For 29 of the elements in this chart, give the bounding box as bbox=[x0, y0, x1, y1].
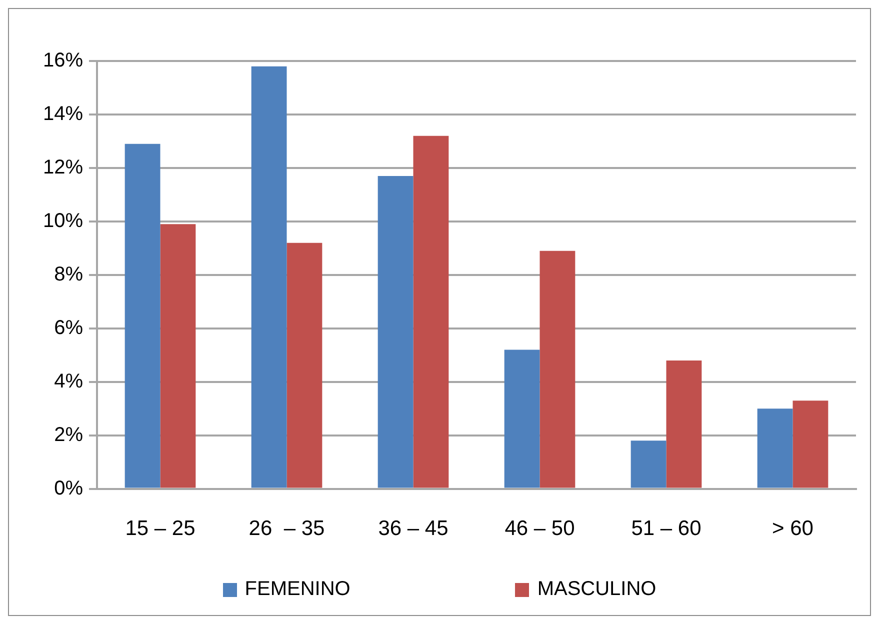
y-tick-label: 2% bbox=[54, 424, 84, 446]
y-tick-label: 10% bbox=[42, 210, 84, 232]
y-tick-label: 6% bbox=[54, 316, 84, 339]
x-tick-label: 26 – 35 bbox=[248, 517, 325, 540]
y-tick-label: 0% bbox=[54, 477, 84, 500]
bar bbox=[251, 66, 287, 488]
x-tick-label: 51 – 60 bbox=[631, 517, 702, 540]
bar bbox=[378, 176, 414, 488]
x-tick-label: 46 – 50 bbox=[504, 517, 575, 540]
legend-label: FEMENINO bbox=[244, 578, 350, 601]
x-tick-label: 15 – 25 bbox=[125, 517, 196, 540]
bar bbox=[504, 350, 540, 488]
bar bbox=[666, 360, 702, 488]
bar bbox=[757, 408, 793, 488]
x-tick-label: 36 – 45 bbox=[378, 517, 448, 540]
bar bbox=[160, 224, 196, 488]
bar bbox=[630, 440, 666, 488]
bar bbox=[286, 242, 322, 488]
y-tick-label: 8% bbox=[54, 263, 84, 286]
bar bbox=[124, 144, 160, 488]
y-tick-label: 16% bbox=[42, 50, 84, 72]
x-tick-label: > 60 bbox=[772, 517, 814, 540]
y-tick-label: 12% bbox=[42, 156, 84, 178]
bar bbox=[792, 400, 828, 488]
y-tick-label: 4% bbox=[54, 370, 84, 392]
bar bbox=[413, 136, 449, 488]
legend-label: MASCULINO bbox=[537, 578, 656, 601]
y-tick-label: 14% bbox=[42, 102, 84, 125]
bar bbox=[540, 250, 576, 488]
